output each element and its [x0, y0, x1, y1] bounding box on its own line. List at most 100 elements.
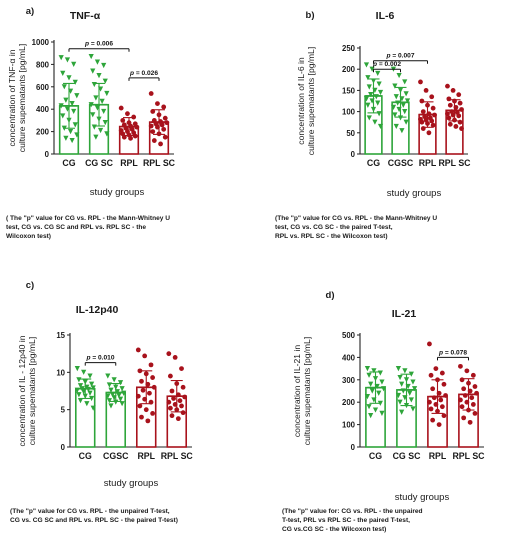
data-point — [116, 392, 122, 399]
data-point — [446, 115, 452, 121]
data-point — [72, 122, 78, 128]
data-point — [369, 66, 375, 72]
data-point — [150, 411, 156, 416]
data-point — [467, 419, 473, 425]
chart-panel-a: a) TNF-α concentration of TNF-α in culture … — [7, 6, 176, 198]
x-tick-label: CGSC — [388, 158, 414, 168]
data-point — [151, 384, 157, 390]
data-point — [118, 105, 124, 111]
data-point — [419, 119, 425, 125]
data-point — [428, 406, 434, 412]
data-point — [64, 106, 71, 112]
data-point — [61, 84, 67, 90]
data-point — [162, 134, 168, 140]
data-point — [368, 92, 374, 98]
data-point — [436, 390, 442, 396]
data-point — [376, 390, 382, 396]
x-tick-label: CG — [369, 451, 382, 461]
p-value-label: p = 0.002 — [372, 61, 401, 68]
data-point — [400, 388, 406, 394]
p-value-label: p = 0.007 — [385, 53, 414, 60]
data-point — [63, 97, 69, 103]
data-point — [61, 125, 67, 131]
data-point — [426, 130, 432, 136]
data-point — [150, 109, 156, 114]
data-point — [366, 84, 372, 90]
data-point — [397, 399, 403, 405]
data-point — [395, 100, 401, 106]
data-point — [372, 119, 378, 125]
data-point — [117, 380, 124, 386]
data-point — [402, 395, 408, 401]
data-point — [175, 416, 181, 422]
data-point — [366, 115, 372, 121]
data-point — [90, 405, 96, 411]
data-point — [99, 98, 105, 104]
data-point — [396, 72, 402, 79]
data-point — [427, 341, 432, 347]
data-point — [432, 112, 437, 118]
panel-label: d) — [326, 290, 335, 301]
chart-panel-d: d) IL-21 concentration of IL-21 in culture … — [292, 290, 485, 503]
data-point — [140, 387, 146, 393]
x-tick-label: RPL — [419, 158, 437, 168]
y-tick-label: 15 — [56, 331, 65, 340]
x-axis-label: study groups — [90, 187, 145, 198]
data-point — [392, 112, 398, 118]
y-axis-label: concentration of IL-21 in — [292, 345, 302, 437]
data-point — [375, 70, 381, 77]
data-point — [402, 109, 408, 115]
data-point — [155, 101, 160, 106]
data-point — [72, 79, 78, 85]
data-point — [441, 413, 447, 419]
data-point — [148, 399, 154, 405]
panel-label: a) — [26, 6, 34, 17]
data-point — [470, 372, 476, 378]
data-point — [408, 397, 414, 403]
data-point — [139, 378, 144, 384]
data-point — [399, 128, 405, 134]
data-point — [441, 381, 447, 387]
panel-label: c) — [26, 280, 34, 291]
data-point — [459, 126, 464, 131]
data-point — [392, 83, 398, 89]
y-axis-label: culture supematants [pg/mL] — [17, 44, 27, 152]
data-point — [169, 413, 175, 419]
panel-c-note: (The "p" value for CG vs. RPL - the unpa… — [10, 508, 178, 524]
data-point — [447, 102, 453, 108]
data-point — [74, 132, 80, 138]
y-tick-label: 400 — [342, 353, 356, 362]
data-point — [435, 408, 440, 414]
data-point — [158, 141, 163, 147]
data-point — [81, 389, 87, 395]
p-value-label: p = 0.078 — [438, 349, 467, 356]
data-point — [420, 109, 426, 114]
data-point — [376, 81, 382, 87]
data-point — [431, 395, 437, 401]
data-point — [457, 119, 463, 125]
data-point — [375, 100, 381, 106]
data-point — [452, 117, 457, 123]
data-point — [101, 108, 107, 115]
data-point — [458, 363, 463, 369]
chart-panel-c: c) IL-12p40 concentration of IL - 12p40 in… — [17, 280, 193, 489]
p-value-label: p = 0.010 — [85, 355, 114, 362]
data-point — [93, 95, 99, 101]
data-point — [172, 402, 178, 407]
y-tick-label: 600 — [36, 83, 50, 92]
x-tick-label: CG — [367, 158, 380, 168]
data-point — [142, 353, 148, 359]
data-point — [148, 91, 154, 96]
data-point — [418, 79, 423, 85]
data-point — [91, 81, 97, 88]
data-point — [135, 347, 141, 353]
data-point — [60, 113, 66, 119]
data-point — [166, 351, 172, 357]
data-point — [430, 122, 436, 128]
data-point — [94, 59, 101, 65]
data-point — [121, 390, 127, 396]
data-point — [60, 70, 66, 76]
data-point — [472, 411, 478, 416]
data-point — [90, 112, 96, 118]
